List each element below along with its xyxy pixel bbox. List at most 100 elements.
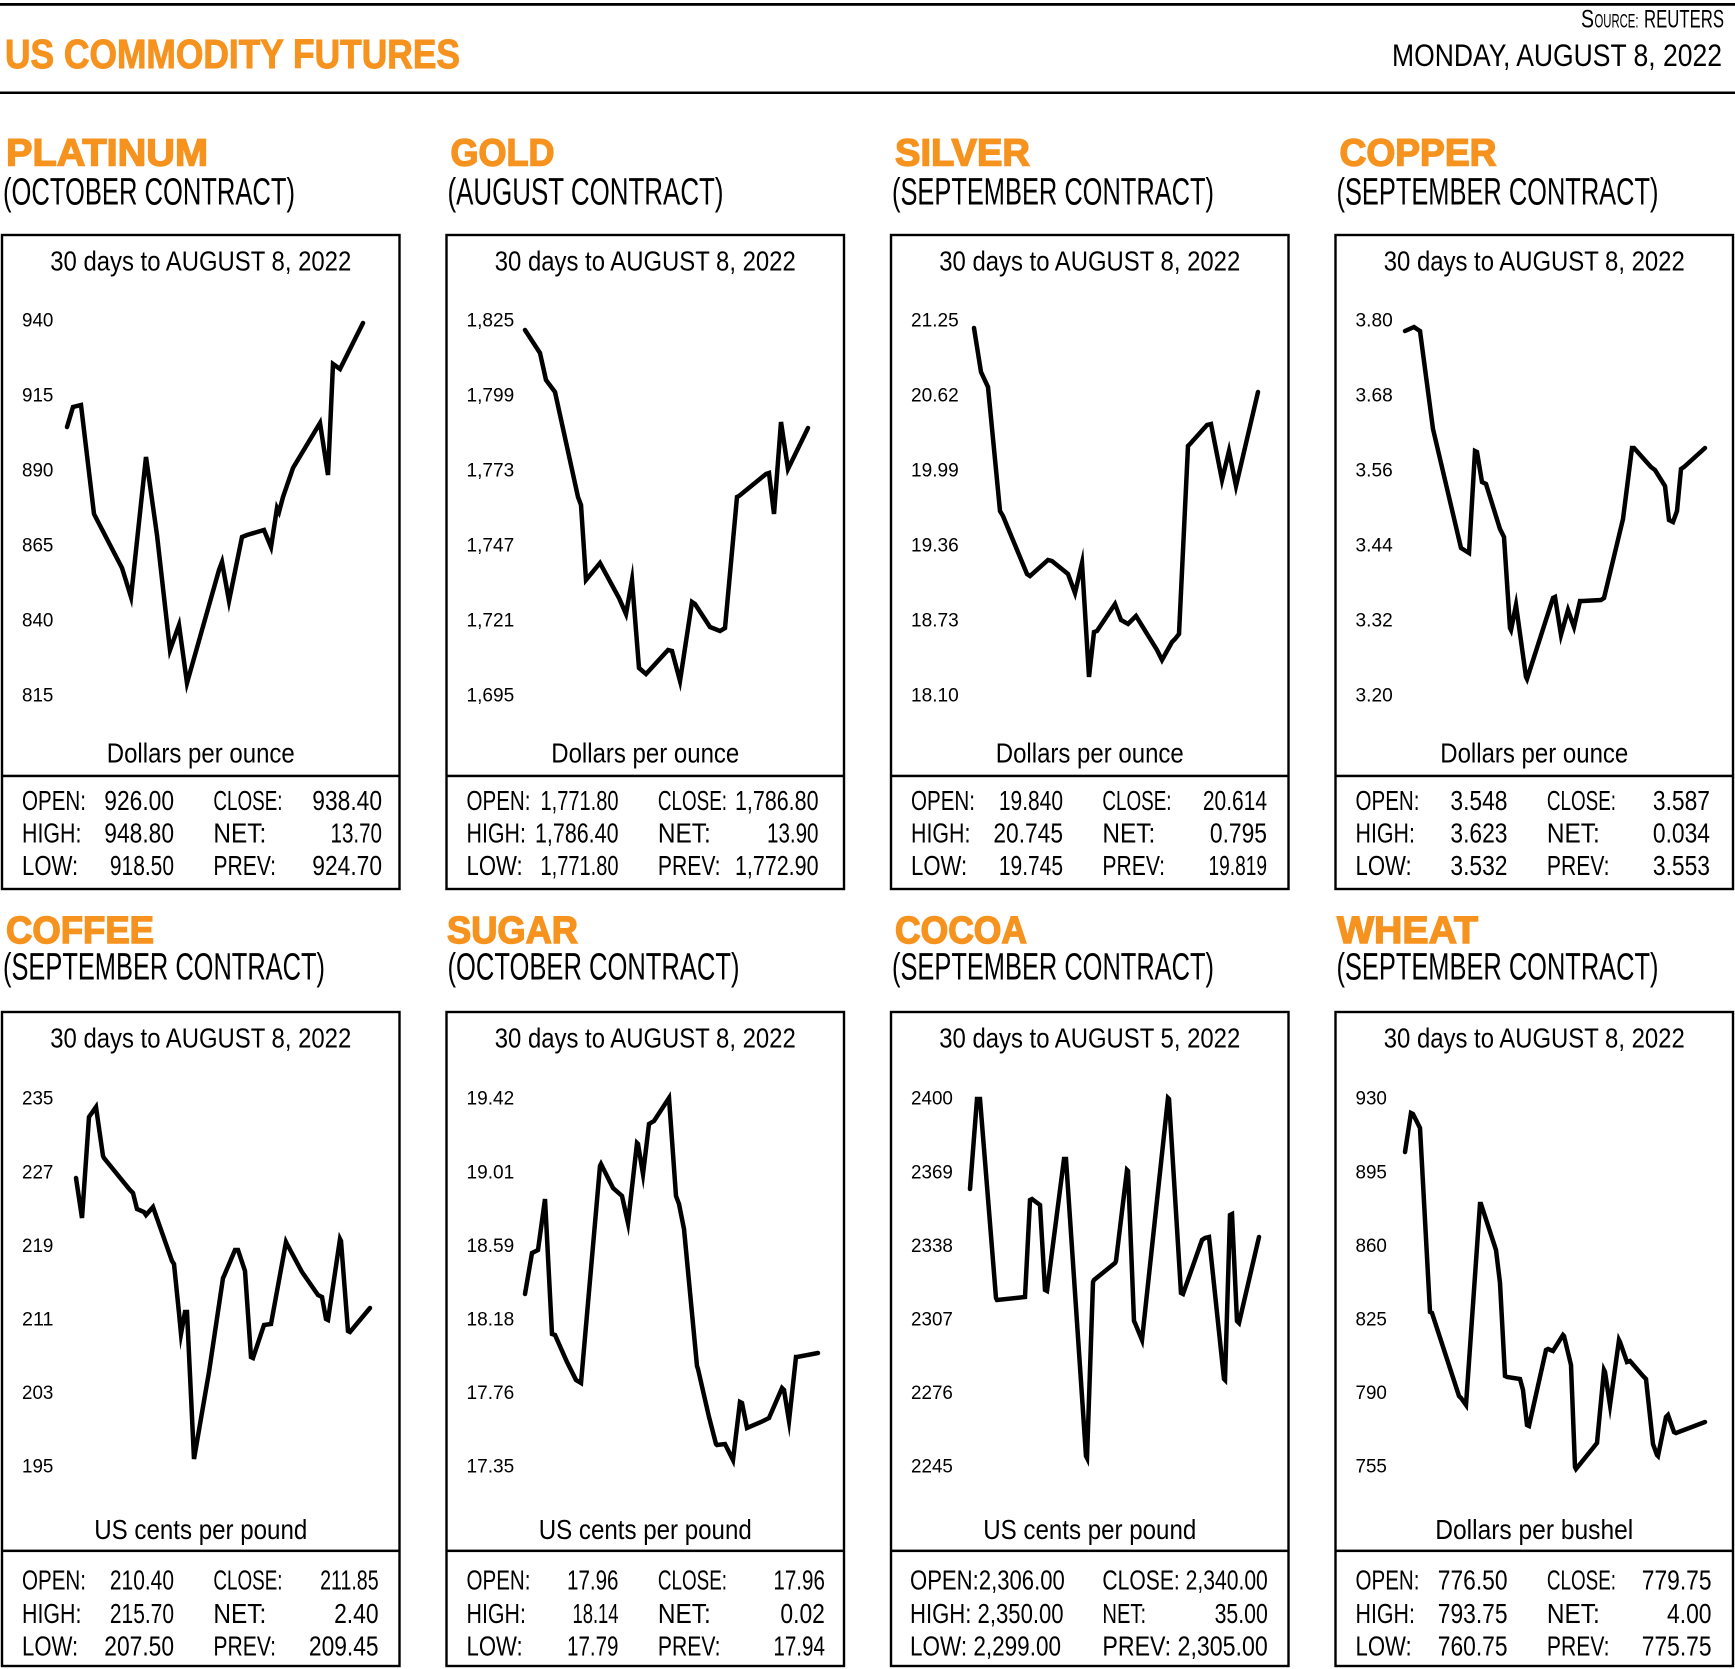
- svg-text:18.73: 18.73: [911, 611, 959, 632]
- svg-text:PREV: 2,305.00: PREV: 2,305.00: [1102, 1631, 1267, 1662]
- svg-text:HIGH: 2,350.00: HIGH: 2,350.00: [910, 1598, 1064, 1629]
- svg-text:OPEN:: OPEN:: [467, 1565, 531, 1596]
- svg-text:SILVER: SILVER: [895, 133, 1030, 175]
- svg-text:19.01: 19.01: [467, 1162, 515, 1183]
- svg-text:17.94: 17.94: [773, 1631, 825, 1662]
- svg-text:940: 940: [22, 311, 53, 332]
- svg-text:211.85: 211.85: [320, 1565, 379, 1596]
- svg-text:S: S: [1581, 6, 1594, 34]
- svg-text:20.62: 20.62: [911, 386, 959, 407]
- svg-text:30 days to AUGUST 5, 2022: 30 days to AUGUST 5, 2022: [939, 1023, 1240, 1054]
- svg-text:PREV:: PREV:: [658, 850, 721, 881]
- svg-text:17.96: 17.96: [567, 1565, 619, 1596]
- svg-text:227: 227: [22, 1162, 53, 1183]
- svg-text:17.96: 17.96: [773, 1565, 825, 1596]
- svg-text:OPEN:: OPEN:: [1356, 1565, 1420, 1596]
- svg-text:1,747: 1,747: [467, 536, 515, 557]
- svg-text:779.75: 779.75: [1642, 1565, 1712, 1596]
- svg-text:PREV:: PREV:: [213, 850, 276, 881]
- svg-text:PLATINUM: PLATINUM: [6, 133, 208, 175]
- svg-text:210.40: 210.40: [110, 1565, 174, 1596]
- svg-text:3.20: 3.20: [1356, 686, 1393, 707]
- svg-text:US cents per pound: US cents per pound: [983, 1514, 1196, 1545]
- svg-text:OPEN:2,306.00: OPEN:2,306.00: [910, 1565, 1065, 1596]
- svg-text:LOW:: LOW:: [911, 850, 967, 881]
- svg-text:19.99: 19.99: [911, 461, 959, 482]
- svg-text:3.32: 3.32: [1356, 611, 1393, 632]
- svg-text:3.80: 3.80: [1356, 311, 1393, 332]
- svg-text:209.45: 209.45: [309, 1631, 379, 1662]
- svg-text:2245: 2245: [911, 1457, 953, 1478]
- svg-text:21.25: 21.25: [911, 311, 959, 332]
- svg-text:(SEPTEMBER CONTRACT): (SEPTEMBER CONTRACT): [1337, 947, 1659, 989]
- svg-text:215.70: 215.70: [110, 1598, 174, 1629]
- svg-text:17.35: 17.35: [467, 1457, 515, 1478]
- svg-text:776.50: 776.50: [1438, 1565, 1508, 1596]
- svg-text:793.75: 793.75: [1438, 1598, 1508, 1629]
- svg-text:825: 825: [1356, 1310, 1387, 1331]
- svg-text:HIGH:: HIGH:: [467, 1598, 526, 1629]
- svg-text:(SEPTEMBER CONTRACT): (SEPTEMBER CONTRACT): [1337, 172, 1659, 214]
- svg-text:3.44: 3.44: [1356, 536, 1394, 557]
- svg-text:NET:: NET:: [1547, 818, 1600, 849]
- svg-text:LOW:: LOW:: [467, 1631, 523, 1662]
- svg-text:COCOA: COCOA: [895, 910, 1027, 952]
- svg-text:235: 235: [22, 1089, 53, 1110]
- svg-text:1,799: 1,799: [467, 386, 515, 407]
- svg-text:3.532: 3.532: [1450, 850, 1507, 881]
- svg-text:(SEPTEMBER CONTRACT): (SEPTEMBER CONTRACT): [3, 947, 325, 989]
- svg-text:3.56: 3.56: [1356, 461, 1393, 482]
- svg-text:2369: 2369: [911, 1162, 953, 1183]
- svg-text:NET:: NET:: [213, 1598, 266, 1629]
- svg-text:CLOSE:: CLOSE:: [1547, 785, 1616, 816]
- svg-text:0.795: 0.795: [1210, 818, 1267, 849]
- svg-text:HIGH:: HIGH:: [467, 818, 526, 849]
- svg-text:HIGH:: HIGH:: [22, 818, 81, 849]
- svg-text:MONDAY, AUGUST 8, 2022: MONDAY, AUGUST 8, 2022: [1392, 37, 1722, 73]
- svg-text:211: 211: [22, 1310, 53, 1331]
- svg-text:PREV:: PREV:: [1547, 850, 1610, 881]
- svg-text:CLOSE:: CLOSE:: [658, 1565, 727, 1596]
- svg-text:WHEAT: WHEAT: [1337, 910, 1478, 952]
- svg-text:35.00: 35.00: [1215, 1598, 1268, 1629]
- svg-text:19.840: 19.840: [999, 785, 1063, 816]
- svg-text:30 days to AUGUST 8, 2022: 30 days to AUGUST 8, 2022: [495, 246, 796, 277]
- svg-text:Dollars per ounce: Dollars per ounce: [107, 737, 295, 768]
- svg-text:1,786.80: 1,786.80: [735, 785, 819, 816]
- svg-text:(OCTOBER CONTRACT): (OCTOBER CONTRACT): [3, 172, 295, 214]
- svg-text:NET:: NET:: [658, 818, 711, 849]
- svg-text:860: 860: [1356, 1236, 1387, 1257]
- svg-text:OPEN:: OPEN:: [22, 1565, 86, 1596]
- svg-text:18.10: 18.10: [911, 686, 959, 707]
- svg-text:PREV:: PREV:: [213, 1631, 276, 1662]
- svg-text:915: 915: [22, 386, 53, 407]
- svg-text:840: 840: [22, 611, 53, 632]
- svg-text:760.75: 760.75: [1438, 1631, 1508, 1662]
- svg-text:18.59: 18.59: [467, 1236, 515, 1257]
- svg-text:19.745: 19.745: [999, 850, 1063, 881]
- svg-text:HIGH:: HIGH:: [22, 1598, 81, 1629]
- svg-text:CLOSE:: CLOSE:: [1102, 785, 1171, 816]
- svg-text:2400: 2400: [911, 1089, 953, 1110]
- svg-text:219: 219: [22, 1236, 53, 1257]
- svg-text:Dollars per ounce: Dollars per ounce: [1440, 737, 1628, 768]
- svg-text:1,825: 1,825: [467, 311, 515, 332]
- svg-text:OPEN:: OPEN:: [467, 785, 531, 816]
- svg-text:30 days to AUGUST 8, 2022: 30 days to AUGUST 8, 2022: [1384, 1023, 1685, 1054]
- svg-text:0.02: 0.02: [780, 1598, 825, 1629]
- svg-text:207.50: 207.50: [104, 1631, 174, 1662]
- svg-text:1,695: 1,695: [467, 686, 515, 707]
- svg-text:195: 195: [22, 1457, 53, 1478]
- svg-text:OPEN:: OPEN:: [22, 785, 86, 816]
- svg-text:PREV:: PREV:: [1102, 850, 1165, 881]
- svg-text:OPEN:: OPEN:: [911, 785, 975, 816]
- svg-text:1,721: 1,721: [467, 611, 515, 632]
- svg-text:30 days to AUGUST 8, 2022: 30 days to AUGUST 8, 2022: [1384, 246, 1685, 277]
- svg-text:30 days to AUGUST 8, 2022: 30 days to AUGUST 8, 2022: [939, 246, 1240, 277]
- svg-text:815: 815: [22, 686, 53, 707]
- svg-text:LOW:: LOW:: [467, 850, 523, 881]
- svg-text:NET:: NET:: [1547, 1598, 1600, 1629]
- svg-text:HIGH:: HIGH:: [1356, 818, 1415, 849]
- svg-text:19.36: 19.36: [911, 536, 959, 557]
- svg-text:3.623: 3.623: [1450, 818, 1507, 849]
